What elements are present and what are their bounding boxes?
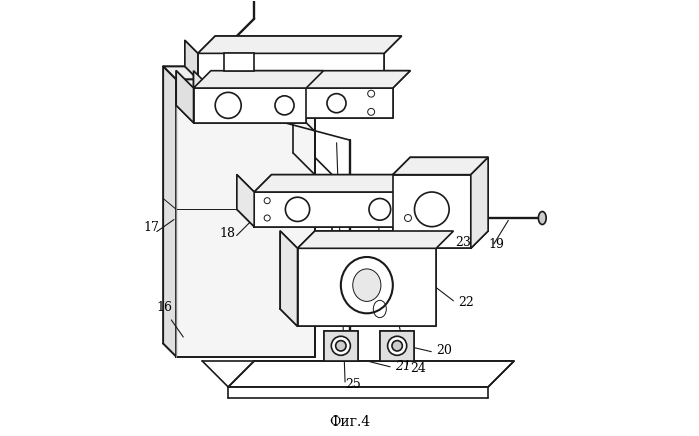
Circle shape — [415, 192, 449, 227]
Polygon shape — [176, 79, 315, 357]
Polygon shape — [254, 192, 436, 227]
Polygon shape — [194, 71, 211, 118]
Circle shape — [369, 198, 391, 220]
Text: 17: 17 — [144, 221, 159, 234]
Text: 16: 16 — [157, 301, 173, 314]
Text: 24: 24 — [410, 362, 426, 375]
Polygon shape — [163, 66, 315, 79]
Circle shape — [235, 92, 257, 114]
Circle shape — [392, 341, 403, 351]
Ellipse shape — [341, 257, 393, 313]
Polygon shape — [471, 157, 488, 249]
Polygon shape — [280, 231, 298, 326]
Polygon shape — [198, 53, 384, 79]
Circle shape — [285, 197, 310, 221]
Polygon shape — [185, 41, 198, 79]
Polygon shape — [228, 361, 514, 387]
Polygon shape — [393, 175, 471, 249]
Circle shape — [336, 341, 346, 351]
Text: 19: 19 — [488, 238, 504, 251]
Circle shape — [215, 92, 241, 118]
Circle shape — [275, 96, 294, 115]
Circle shape — [331, 336, 350, 355]
Text: 18: 18 — [219, 228, 236, 241]
Polygon shape — [224, 53, 254, 71]
Polygon shape — [194, 71, 324, 88]
Polygon shape — [254, 175, 454, 192]
Text: 21: 21 — [395, 361, 411, 374]
Circle shape — [388, 336, 407, 355]
Text: Фиг.4: Фиг.4 — [329, 415, 370, 429]
Ellipse shape — [353, 269, 381, 301]
Polygon shape — [176, 71, 194, 123]
Text: 20: 20 — [436, 344, 452, 358]
Polygon shape — [298, 249, 436, 326]
Polygon shape — [211, 71, 410, 88]
Polygon shape — [324, 330, 358, 361]
Polygon shape — [380, 330, 415, 361]
Polygon shape — [237, 175, 254, 227]
Text: 25: 25 — [345, 378, 361, 391]
Polygon shape — [198, 36, 401, 53]
Polygon shape — [393, 157, 488, 175]
Text: 23: 23 — [456, 236, 472, 249]
Polygon shape — [163, 66, 176, 357]
Polygon shape — [194, 88, 306, 123]
Polygon shape — [211, 88, 393, 118]
Circle shape — [327, 94, 346, 113]
Text: 22: 22 — [458, 296, 473, 309]
Ellipse shape — [538, 211, 546, 225]
Polygon shape — [298, 231, 454, 249]
